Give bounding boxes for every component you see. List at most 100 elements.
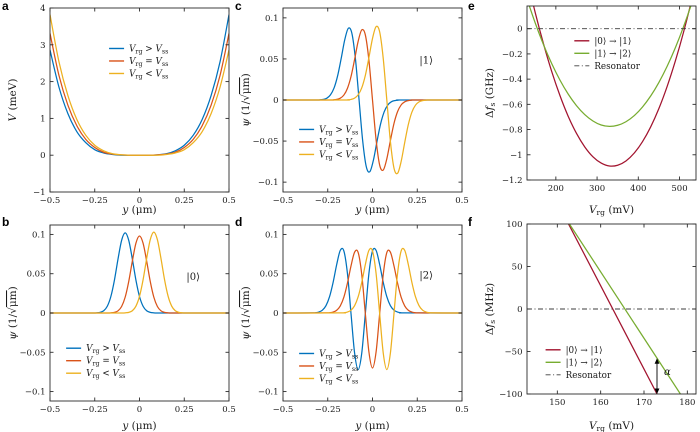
legend-label-2: Vrg < Vss [319, 150, 358, 161]
series-0-curve [283, 247, 462, 371]
series-0-curve [283, 27, 462, 173]
x-tick-label: 0 [370, 405, 375, 415]
x-tick-label: 0 [137, 196, 142, 206]
x-tick-label: 170 [636, 398, 652, 408]
x-axis-label: Vrg (mV) [589, 204, 634, 217]
panel-a-plot: −0.5 −0.25 0 0.25 0.5 −1 0 1 2 3 4 y (μm) V (meV) Vrg… [7, 4, 236, 216]
x-axis-label: y (μm) [354, 420, 389, 432]
panel-letter-c: c [235, 0, 242, 13]
panel-letter-d: d [235, 215, 243, 229]
legend-label-1: Vrg = Vss [86, 357, 125, 368]
state-label: |1⟩ [419, 56, 433, 67]
series-1-curve [50, 235, 229, 314]
y-tick-label: 100 [506, 220, 522, 230]
legend-label-0: Vrg > Vss [129, 44, 168, 55]
x-axis-label: y (μm) [121, 420, 156, 432]
y-tick-label: 1 [40, 114, 45, 124]
y-tick-label: 2 [40, 78, 45, 88]
panel-d: d −0.5 −0.25 0 0.25 0.5 −0.1 −0.05 0 0.05 0.1 y (μ… [233, 215, 469, 432]
series-group [283, 25, 462, 175]
state-label: |0⟩ [186, 272, 200, 283]
legend-label-0: Vrg > Vss [319, 349, 358, 360]
y-tick-label: −100 [499, 390, 522, 400]
panel-b-plot: −0.5 −0.25 0 0.25 0.5 −0.1 −0.05 0 0.05 0.1 y (μm)… [7, 224, 236, 432]
x-tick-label: −0.25 [82, 405, 108, 415]
x-tick-label: 500 [671, 184, 687, 194]
y-axis-label: ψ (1/√μm) [7, 286, 19, 339]
x-tick-label: 0.5 [222, 196, 236, 206]
ticks: 200 300 400 500 −1.2 −1 −0.8 −0.6 −0.4 −0.2 0 [502, 6, 696, 194]
y-tick-label: 0.1 [265, 230, 279, 240]
y-axis-label: Δfs (GHz) [484, 68, 497, 118]
x-tick-label: −0.5 [40, 405, 61, 415]
series-group [50, 231, 229, 314]
series-1-curve [528, 6, 692, 128]
y-tick-label: 50 [512, 263, 523, 273]
x-tick-label: 0 [370, 196, 375, 206]
legend-label-2: Resonator [594, 62, 640, 72]
y-tick-label: −1.2 [502, 176, 523, 186]
legend-label-1: Vrg = Vss [319, 362, 358, 373]
series-group [527, 224, 696, 394]
ticks: −0.5 −0.25 0 0.25 0.5 −0.1 −0.05 0 0.05 0.1 [252, 8, 469, 206]
axes-box [526, 5, 697, 181]
y-tick-label: −1 [33, 188, 46, 198]
panel-letter-a: a [2, 0, 9, 13]
state-label: |2⟩ [419, 270, 433, 281]
y-tick-label: −0.05 [252, 137, 278, 147]
y-tick-label: −0.1 [25, 388, 46, 398]
y-tick-label: −0.05 [252, 348, 278, 358]
series-0-curve [50, 14, 229, 156]
ticks: −0.5 −0.25 0 0.25 0.5 −0.1 −0.05 0 0.05 0.1 [19, 225, 236, 415]
series-group [50, 14, 229, 156]
legend-label-2: Resonator [566, 371, 612, 381]
legend-label-1: Vrg = Vss [319, 138, 358, 149]
y-tick-label: −0.8 [502, 126, 523, 136]
panel-e: e 200 300 400 500 −1.2 −1 −0.8 −0.6 −0.4 −0.2 0 Vrg… [466, 0, 700, 217]
y-tick-label: 0 [273, 309, 278, 319]
y-tick-label: 0.1 [265, 14, 279, 24]
x-tick-label: 400 [630, 184, 646, 194]
x-tick-label: 160 [593, 398, 609, 408]
x-tick-label: 0.5 [222, 405, 236, 415]
x-tick-label: 0.5 [455, 405, 469, 415]
panel-b: b −0.5 −0.25 0 0.25 0.5 −0.1 −0.05 0 0.05 0.1 y (μ… [0, 215, 236, 432]
x-tick-label: 0.25 [408, 196, 427, 206]
x-tick-label: −0.25 [315, 196, 341, 206]
y-tick-label: −0.2 [502, 50, 523, 60]
y-axis-label: ψ (1/√μm) [240, 73, 252, 126]
legend-label-2: Vrg < Vss [86, 369, 125, 380]
panel-f: f 150 160 170 180 −100 −50 0 50 100 Vrg (mV) Δfs (… [466, 215, 700, 432]
panel-c-plot: −0.5 −0.25 0 0.25 0.5 −0.1 −0.05 0 0.05 0.1 y (μm)… [240, 7, 469, 216]
panel-c: c −0.5 −0.25 0 0.25 0.5 −0.1 −0.05 0 0.05 0.1 y (μ… [233, 0, 469, 216]
y-tick-label: 0 [40, 151, 45, 161]
legend-label-0: Vrg > Vss [86, 344, 125, 355]
x-tick-label: 0.5 [455, 196, 469, 206]
x-tick-label: 180 [679, 398, 695, 408]
y-axis-label: V (meV) [7, 79, 19, 122]
y-tick-label: 0.05 [260, 55, 279, 65]
series-1-curve [283, 28, 462, 172]
series-2-curve [283, 247, 462, 371]
panel-d-plot: −0.5 −0.25 0 0.25 0.5 −0.1 −0.05 0 0.05 0.1 y (μm)… [240, 224, 469, 432]
alpha-arrow: α [654, 358, 671, 394]
x-tick-label: 150 [549, 398, 565, 408]
legend-label-2: Vrg < Vss [319, 374, 358, 385]
series-2-curve [50, 14, 229, 156]
y-axis-label: Δfs (MHz) [484, 283, 497, 335]
legend-label-0: Vrg > Vss [319, 125, 358, 136]
panel-e-plot: 200 300 400 500 −1.2 −1 −0.8 −0.6 −0.4 −0.2 0 Vrg (… [484, 5, 697, 217]
x-tick-label: 0 [137, 405, 142, 415]
legend-label-1: |1⟩ → |2⟩ [594, 49, 631, 59]
y-tick-label: 0 [517, 25, 522, 35]
panel-f-plot: 150 160 170 180 −100 −50 0 50 100 Vrg (mV) Δfs (MH… [484, 220, 697, 432]
x-tick-label: 300 [589, 184, 605, 194]
legend-label-1: |1⟩ → |2⟩ [566, 358, 603, 368]
series-0-curve [567, 224, 658, 394]
arrow-head-top [654, 358, 660, 364]
series-1-curve [568, 224, 682, 394]
x-tick-label: 0.25 [175, 405, 194, 415]
y-tick-label: −0.1 [258, 388, 279, 398]
